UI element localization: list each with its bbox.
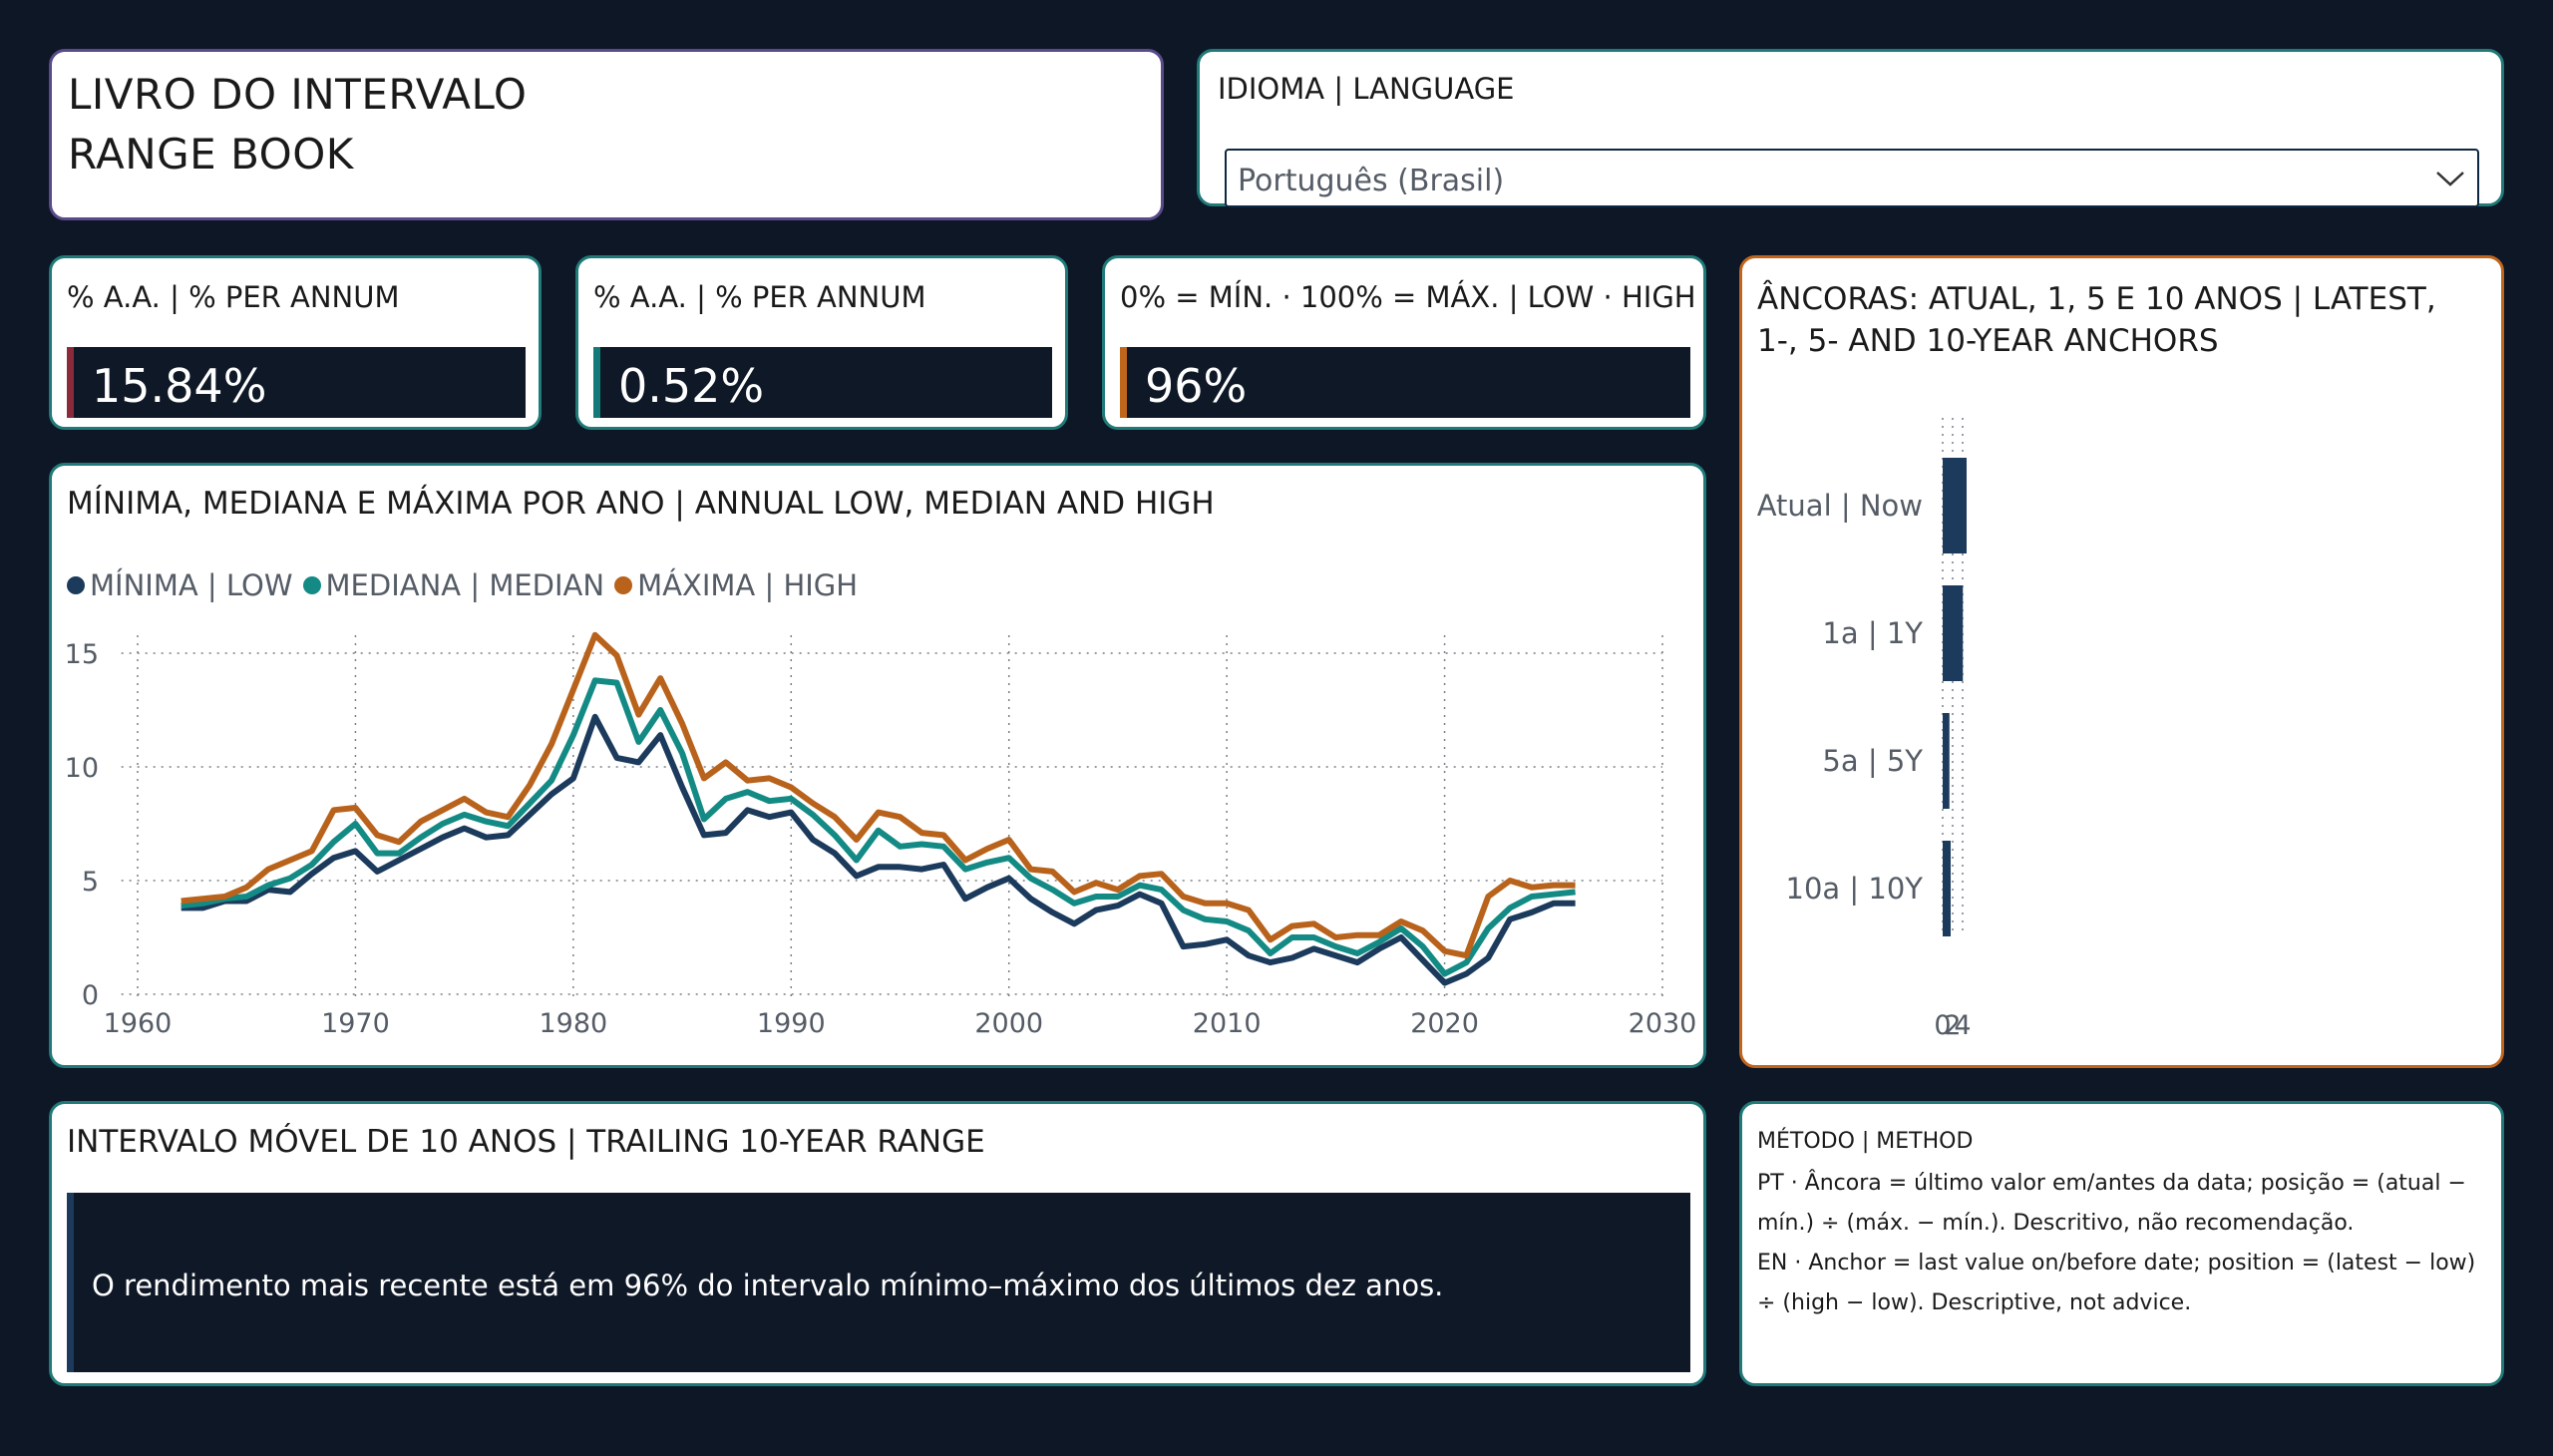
x-tick-label: 0 xyxy=(1934,1010,1951,1041)
bar xyxy=(1943,458,1967,553)
y-tick-label: 5 xyxy=(82,867,99,898)
kpi-value: 96% xyxy=(1145,359,1248,413)
language-label: IDIOMA | LANGUAGE xyxy=(1218,72,1515,106)
range-card: INTERVALO MÓVEL DE 10 ANOS | TRAILING 10… xyxy=(49,1101,1706,1386)
method-pt: PT · Âncora = último valor em/antes da d… xyxy=(1757,1171,2466,1236)
chart-legend: MÍNIMA | LOW MEDIANA | MEDIAN MÁXIMA | H… xyxy=(67,568,868,602)
annual-chart-title: MÍNIMA, MEDIANA E MÁXIMA POR ANO | ANNUA… xyxy=(67,486,1215,522)
range-text: O rendimento mais recente está em 96% do… xyxy=(92,1269,1444,1302)
series-line-0 xyxy=(181,713,1576,986)
kpi-card-3: 0% = MÍN. · 100% = MÁX. | LOW · HIGH 96% xyxy=(1102,255,1706,430)
bar-chart: 024 Atual | Now 1a | 1Y 5a | 5Y 10a | 10Y xyxy=(1757,418,1972,1041)
kpi-value: 0.52% xyxy=(618,359,765,413)
kpi-accent xyxy=(67,347,74,418)
kpi-card-1: % A.A. | % PER ANNUM 15.84% xyxy=(49,255,542,430)
legend-item-high[interactable]: MÁXIMA | HIGH xyxy=(614,568,858,602)
legend-item-low[interactable]: MÍNIMA | LOW xyxy=(67,568,293,602)
legend-dot xyxy=(67,576,85,594)
x-tick-label: 1990 xyxy=(757,1008,826,1039)
legend-dot xyxy=(302,576,321,594)
y-category-label: 1a | 1Y xyxy=(1822,616,1923,650)
language-selected-value: Português (Brasil) xyxy=(1238,164,1505,198)
y-category-label: 10a | 10Y xyxy=(1786,872,1924,906)
page-subtitle: RANGE BOOK xyxy=(68,130,354,179)
bar xyxy=(1943,713,1950,809)
anchors-title: ÂNCORAS: ATUAL, 1, 5 E 10 ANOS | LATEST,… xyxy=(1757,281,2436,359)
x-tick-label: 1980 xyxy=(539,1008,607,1039)
method-card: MÉTODO | METHOD PT · Âncora = último val… xyxy=(1739,1101,2504,1386)
kpi-label: 0% = MÍN. · 100% = MÁX. | LOW · HIGH xyxy=(1120,280,1696,314)
y-category-label: 5a | 5Y xyxy=(1822,744,1923,778)
kpi-accent xyxy=(1120,347,1127,418)
language-card: IDIOMA | LANGUAGE Português (Brasil) xyxy=(1197,49,2504,207)
series-line-2 xyxy=(181,631,1576,959)
kpi-label: % A.A. | % PER ANNUM xyxy=(593,280,926,314)
kpi-value-box: 0.52% xyxy=(593,347,1052,418)
bar xyxy=(1943,585,1964,681)
bar xyxy=(1943,841,1951,936)
kpi-card-2: % A.A. | % PER ANNUM 0.52% xyxy=(575,255,1068,430)
chevron-down-icon xyxy=(2436,172,2464,186)
x-tick-label: 2000 xyxy=(974,1008,1043,1039)
kpi-value-box: 15.84% xyxy=(67,347,526,418)
legend-label: MÍNIMA | LOW xyxy=(90,568,293,602)
title-card: LIVRO DO INTERVALO RANGE BOOK xyxy=(49,49,1164,220)
legend-dot xyxy=(614,576,633,594)
y-tick-label: 0 xyxy=(82,980,99,1011)
y-category-label: Atual | Now xyxy=(1757,489,1923,523)
x-tick-label: 4 xyxy=(1954,1010,1971,1041)
legend-label: MÁXIMA | HIGH xyxy=(637,568,859,602)
kpi-value-box: 96% xyxy=(1120,347,1690,418)
x-tick-label: 2020 xyxy=(1410,1008,1479,1039)
language-dropdown[interactable]: Português (Brasil) xyxy=(1225,149,2479,207)
annual-chart-card: MÍNIMA, MEDIANA E MÁXIMA POR ANO | ANNUA… xyxy=(49,463,1706,1068)
method-en: EN · Anchor = last value on/before date;… xyxy=(1757,1251,2476,1315)
y-tick-label: 10 xyxy=(65,753,99,784)
page-title: LIVRO DO INTERVALO xyxy=(68,70,528,119)
x-tick-label: 2030 xyxy=(1629,1008,1697,1039)
series-line-1 xyxy=(181,677,1576,977)
method-title: MÉTODO | METHOD xyxy=(1757,1129,1974,1154)
line-chart: 0 5 10 15 1960 1970 1980 1990 2000 2010 2020 2030 xyxy=(65,631,1697,1039)
x-tick-label: 1970 xyxy=(321,1008,390,1039)
x-tick-label: 1960 xyxy=(104,1008,173,1039)
x-tick-label: 2010 xyxy=(1193,1008,1262,1039)
anchors-card: ÂNCORAS: ATUAL, 1, 5 E 10 ANOS | LATEST,… xyxy=(1739,255,2504,1068)
kpi-label: % A.A. | % PER ANNUM xyxy=(67,280,400,314)
legend-item-median[interactable]: MEDIANA | MEDIAN xyxy=(302,568,605,602)
range-text-box: O rendimento mais recente está em 96% do… xyxy=(67,1193,1690,1372)
x-tick-label: 2 xyxy=(1944,1010,1961,1041)
kpi-accent xyxy=(593,347,600,418)
range-accent xyxy=(67,1193,74,1372)
kpi-value: 15.84% xyxy=(92,359,267,413)
legend-label: MEDIANA | MEDIAN xyxy=(325,568,605,602)
y-tick-label: 15 xyxy=(65,639,99,670)
range-title: INTERVALO MÓVEL DE 10 ANOS | TRAILING 10… xyxy=(67,1124,985,1160)
